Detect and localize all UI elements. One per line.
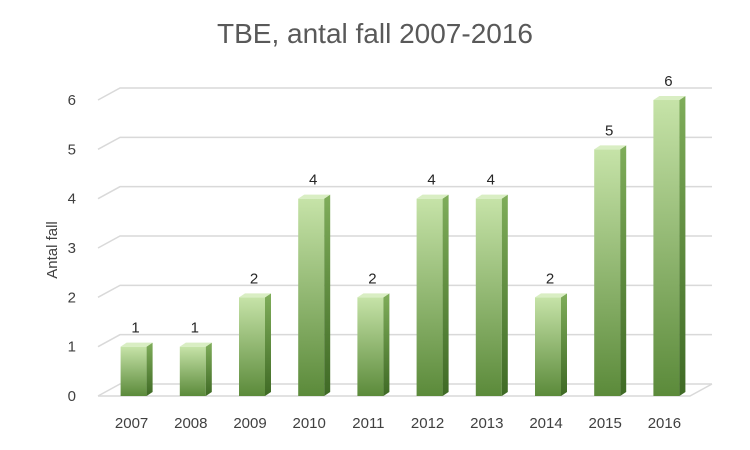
bar-top <box>239 293 271 298</box>
gridline <box>97 136 712 150</box>
x-tick-label: 2013 <box>470 415 503 432</box>
bar-front <box>535 297 561 396</box>
y-tick-label: 6 <box>68 92 76 109</box>
x-tick-label: 2015 <box>589 415 622 432</box>
bar-top <box>594 145 627 150</box>
bar-front <box>475 198 502 396</box>
bar <box>416 194 449 396</box>
data-label: 4 <box>427 172 435 189</box>
floor-line <box>98 383 713 397</box>
bar-side <box>501 194 508 396</box>
bar-side <box>383 293 390 396</box>
gridline <box>97 333 712 348</box>
x-tick-label: 2007 <box>115 415 148 432</box>
bar-top <box>179 342 212 347</box>
gridline <box>97 284 712 298</box>
bar-side <box>679 96 686 396</box>
bar-front <box>653 100 680 396</box>
y-tick-label: 4 <box>68 191 76 208</box>
bar-top <box>535 293 567 298</box>
bar <box>653 96 686 396</box>
bar-side <box>205 342 212 396</box>
bar <box>298 194 331 396</box>
bar <box>594 145 627 396</box>
chart-title: TBE, antal fall 2007-2016 <box>217 18 533 49</box>
data-label: 6 <box>664 73 672 90</box>
bar-side <box>620 145 627 396</box>
bar <box>120 342 153 396</box>
data-label: 1 <box>131 320 139 337</box>
bar-top <box>475 194 508 199</box>
x-tick-label: 2012 <box>411 415 444 432</box>
y-tick-label: 2 <box>68 289 76 306</box>
data-label: 4 <box>487 172 495 189</box>
x-tick-label: 2010 <box>293 415 326 432</box>
y-tick-label: 1 <box>68 339 76 356</box>
bar-top <box>298 194 331 199</box>
bar-side <box>442 194 449 396</box>
x-tick-label: 2009 <box>233 415 266 432</box>
bar-front <box>179 346 206 396</box>
bar-front <box>239 297 265 396</box>
gridlines <box>97 87 713 397</box>
bar-side <box>265 293 271 396</box>
bar <box>535 293 567 396</box>
x-tick-label: 2014 <box>529 415 562 432</box>
bar-top <box>120 342 153 347</box>
axes: 0 1 2 3 4 5 6 Antal fall <box>44 92 76 405</box>
bar-front <box>594 149 621 396</box>
bar-side <box>324 194 331 396</box>
y-axis-title: Antal fall <box>44 221 61 279</box>
y-tick-label: 3 <box>68 240 76 257</box>
data-label: 5 <box>605 122 613 139</box>
data-label: 2 <box>546 270 554 287</box>
x-tick-label: 2016 <box>648 415 681 432</box>
bar-side <box>561 293 567 396</box>
bar-front <box>416 198 443 396</box>
data-label: 2 <box>368 270 376 287</box>
labels: 1 2007 1 2008 2 2009 4 2010 2 2011 4 2012 4 2013 2 2014… <box>115 73 681 432</box>
x-tick-label: 2008 <box>174 415 207 432</box>
gridline <box>97 185 712 200</box>
bar-top <box>357 293 390 298</box>
data-label: 1 <box>191 320 199 337</box>
gridline <box>97 87 712 101</box>
bar <box>239 293 271 396</box>
bar-top <box>653 96 686 100</box>
bar <box>179 342 212 396</box>
bar <box>357 293 390 396</box>
y-tick-label: 5 <box>68 141 76 158</box>
bar <box>475 194 508 396</box>
bars <box>120 96 686 396</box>
bar-top <box>416 194 449 199</box>
y-tick-label: 0 <box>68 388 76 405</box>
gridline <box>97 235 712 249</box>
data-label: 2 <box>250 270 258 287</box>
bar-front <box>120 346 147 396</box>
bar-side <box>146 342 153 396</box>
gridline <box>97 383 712 397</box>
data-label: 4 <box>309 172 317 189</box>
bar-front <box>357 297 384 396</box>
bar-front <box>298 198 325 396</box>
x-tick-label: 2011 <box>352 415 384 432</box>
